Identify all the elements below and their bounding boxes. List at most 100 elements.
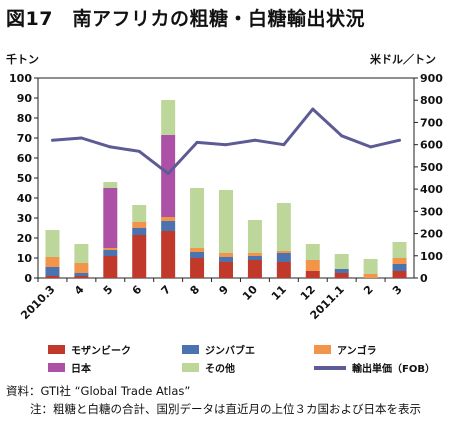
x-tick-label: 2010.3 [18, 283, 57, 322]
left-axis-unit: 千トン [6, 53, 39, 66]
x-tick-label: 12 [298, 283, 318, 303]
left-tick-label: 80 [17, 112, 33, 125]
legend-swatch-angola [314, 345, 331, 354]
point-price [50, 138, 54, 142]
point-price [340, 134, 344, 138]
left-tick-label: 10 [17, 252, 33, 265]
bar-angola [247, 253, 262, 256]
line-price [52, 107, 400, 176]
bar-other [74, 244, 89, 263]
note-label: 注： [30, 402, 53, 416]
source-label: 資料： [6, 384, 41, 398]
legend-swatch-zimbabwe [182, 345, 199, 354]
bar-zimbabwe [392, 264, 407, 271]
bar-angola [363, 274, 378, 278]
bar-other [161, 100, 176, 135]
x-tick-label: 6 [130, 283, 145, 298]
point-price [311, 107, 315, 111]
x-tick-label: 9 [217, 283, 232, 298]
bar-other [247, 220, 262, 253]
right-tick-label: 500 [420, 161, 443, 174]
bar-other [334, 254, 349, 269]
right-tick-label: 100 [420, 250, 443, 263]
legend-swatch-other [182, 363, 199, 372]
legend-swatch-price [314, 365, 346, 370]
bar-angola [392, 258, 407, 264]
left-tick-label: 60 [17, 152, 33, 165]
bar-other [392, 242, 407, 258]
legend-item-mozambique: モザンビーク [48, 342, 131, 357]
point-price [369, 145, 373, 149]
bar-mozambique [45, 276, 60, 278]
point-price [195, 140, 199, 144]
x-tick-label: 4 [72, 283, 87, 298]
bar-zimbabwe [219, 257, 233, 262]
bar-mozambique [103, 256, 118, 278]
x-tick-label: 7 [159, 283, 174, 298]
point-price [398, 138, 402, 142]
left-tick-label: 20 [17, 232, 33, 245]
bar-angola [190, 248, 205, 252]
legend-swatch-mozambique [48, 345, 65, 354]
right-tick-label: 0 [420, 272, 428, 285]
legend-item-angola: アンゴラ [314, 342, 377, 357]
legend-label-other: その他 [205, 364, 235, 375]
bar-mozambique [392, 271, 407, 278]
bar-zimbabwe [334, 269, 349, 273]
bar-angola [276, 251, 291, 253]
legend-item-japan: 日本 [48, 360, 91, 375]
bar-japan [103, 188, 118, 248]
bar-mozambique [276, 262, 291, 278]
bar-other [276, 203, 291, 251]
x-tick-label: 3 [390, 283, 405, 298]
bar-other [219, 190, 233, 253]
bar-other [363, 259, 378, 274]
right-tick-label: 600 [420, 139, 443, 152]
bar-zimbabwe [247, 256, 262, 260]
left-tick-label: 40 [17, 192, 33, 205]
legend-label-mozambique: モザンビーク [71, 346, 131, 357]
bar-other [132, 205, 147, 222]
left-tick-label: 50 [17, 172, 33, 185]
bar-angola [219, 253, 233, 257]
bar-zimbabwe [161, 221, 176, 231]
bar-angola [132, 222, 147, 228]
legend-label-price: 輸出単価（FOB） [352, 364, 435, 375]
legend-swatch-japan [48, 363, 65, 372]
legend-label-zimbabwe: ジンバブエ [205, 346, 255, 357]
legend-item-other: その他 [182, 360, 235, 375]
point-price [137, 149, 141, 153]
bar-zimbabwe [74, 273, 89, 276]
bar-mozambique [132, 235, 147, 278]
left-tick-label: 70 [17, 132, 33, 145]
bar-angola [103, 248, 118, 250]
point-price [79, 136, 83, 140]
left-tick-label: 30 [17, 212, 33, 225]
right-tick-label: 800 [420, 94, 443, 107]
bar-mozambique [74, 276, 89, 278]
legend-item-zimbabwe: ジンバブエ [182, 342, 255, 357]
bar-zimbabwe [190, 252, 205, 258]
left-tick-label: 100 [9, 72, 32, 85]
source-row: 資料： GTI社 “Global Trade Atlas” [6, 382, 446, 400]
bar-angola [161, 217, 176, 221]
bar-other [103, 182, 118, 188]
bar-mozambique [305, 271, 320, 278]
bar-mozambique [161, 231, 176, 278]
note-text: 粗糖と白糖の合計、国別データは直近月の上位３カ国および日本を表示 [53, 402, 421, 416]
bar-angola [45, 257, 60, 267]
bar-zimbabwe [45, 267, 60, 276]
note-row: 注： 粗糖と白糖の合計、国別データは直近月の上位３カ国および日本を表示 [6, 400, 446, 418]
bar-mozambique [190, 258, 205, 278]
legend-label-japan: 日本 [71, 364, 91, 375]
left-tick-label: 90 [17, 92, 33, 105]
bar-mozambique [334, 273, 349, 278]
bar-zimbabwe [132, 228, 147, 235]
x-tick-label: 5 [101, 283, 116, 298]
bar-japan [161, 135, 176, 217]
bar-other [190, 188, 205, 248]
right-tick-label: 900 [420, 72, 443, 85]
x-tick-label: 10 [240, 283, 260, 303]
bar-mozambique [247, 260, 262, 278]
